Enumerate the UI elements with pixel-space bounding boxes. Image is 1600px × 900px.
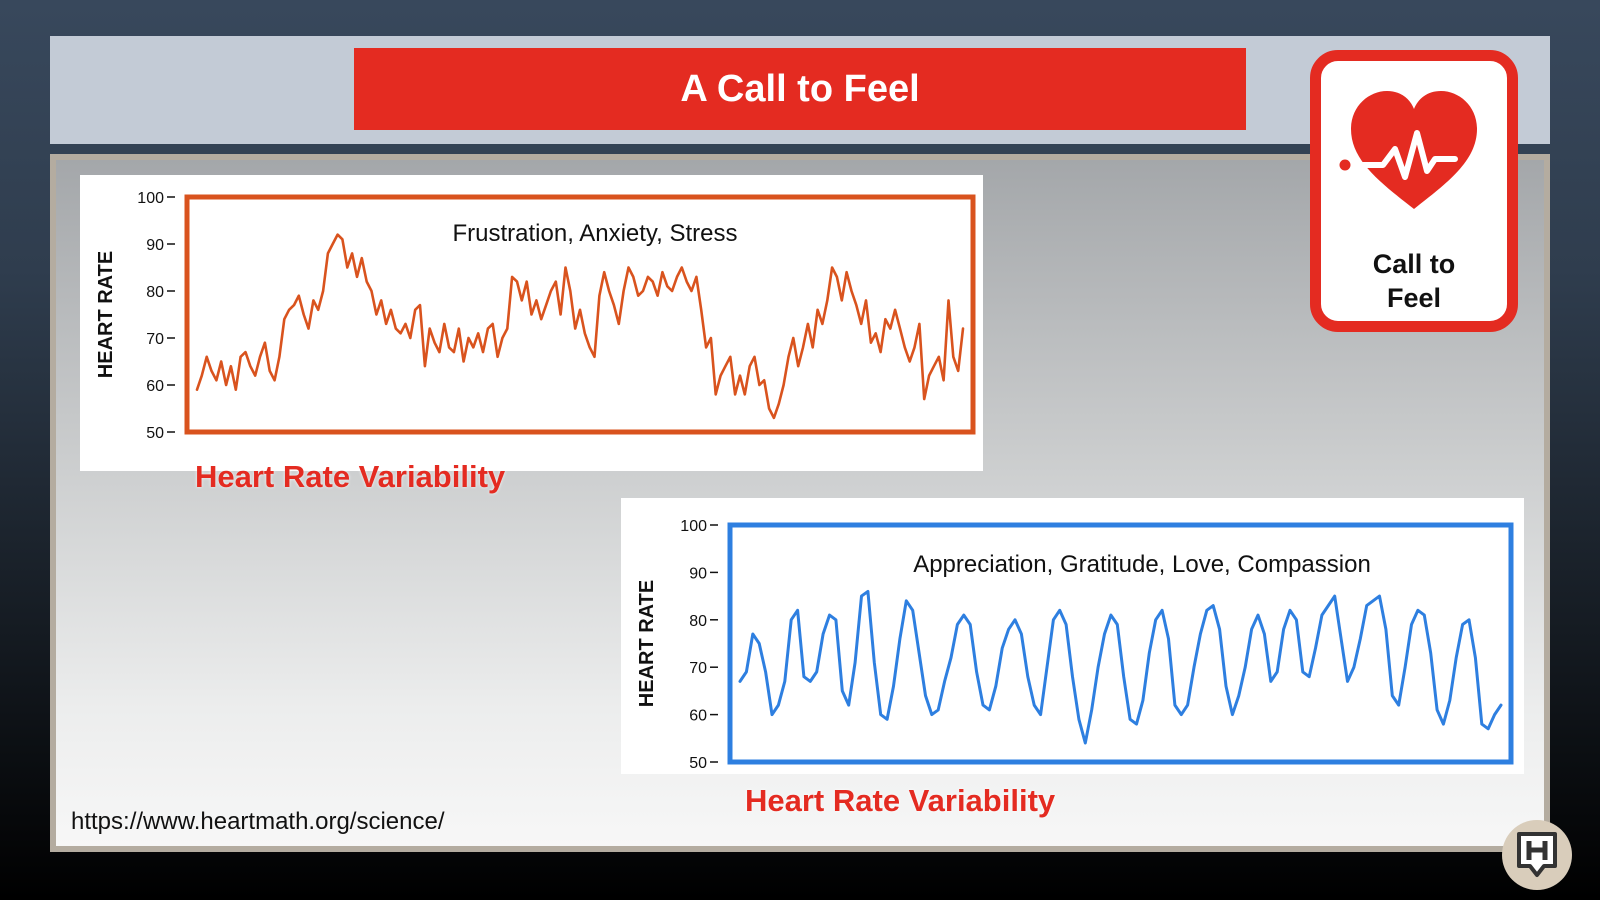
stress-hrv-chart-svg: HEART RATE 50 60 70 80 90 100 Frustration, Anxi… — [95, 190, 976, 442]
hrv-label-stress: Heart Rate Variability — [195, 459, 506, 494]
badge-label: Call to Feel — [1372, 249, 1456, 313]
calm-chart-y-tick-label: 80 — [689, 613, 707, 630]
calm-chart-y-tick-label: 50 — [689, 755, 707, 772]
hrv-label-calm: Heart Rate Variability — [745, 783, 1056, 818]
source-url[interactable]: https://www.heartmath.org/science/ — [71, 808, 445, 835]
calm-chart-chart-title: Appreciation, Gratitude, Love, Compassio… — [913, 551, 1371, 578]
stress-chart-y-tick-label: 60 — [146, 378, 164, 395]
stress-chart-y-tick-label: 100 — [137, 190, 164, 207]
stress-chart-y-tick-label: 70 — [146, 331, 164, 348]
stress-chart-y-tick-label: 90 — [146, 237, 164, 254]
h-speech-bubble-logo-icon — [1500, 818, 1574, 892]
calm-chart-y-tick-label: 90 — [689, 565, 707, 582]
calm-chart-y-axis-label: HEART RATE — [636, 580, 658, 707]
calm-hrv-chart: HEART RATE 50 60 70 80 90 100 Appreciation, Gra… — [621, 498, 1524, 774]
calm-hrv-chart-svg: HEART RATE 50 60 70 80 90 100 Appreciation, Gra… — [636, 518, 1514, 772]
stress-chart-series-line — [195, 233, 965, 420]
calm-chart-y-tick-label: 60 — [689, 708, 707, 725]
calm-chart-y-tick-label: 70 — [689, 660, 707, 677]
stress-chart-y-axis-label: HEART RATE — [95, 251, 117, 378]
stress-chart-y-tick-label: 50 — [146, 425, 164, 442]
stress-hrv-chart: HEART RATE 50 60 70 80 90 100 Frustration, Anxi… — [80, 175, 983, 471]
call-to-feel-badge: Call to Feel — [1310, 50, 1518, 332]
heart-pulse-icon — [1336, 91, 1477, 209]
calm-chart-series-line — [738, 589, 1503, 745]
stress-chart-y-tick-label: 80 — [146, 284, 164, 301]
stress-chart-chart-title: Frustration, Anxiety, Stress — [453, 220, 738, 247]
slide-title: A Call to Feel — [354, 48, 1246, 130]
calm-chart-y-tick-label: 100 — [680, 518, 707, 535]
